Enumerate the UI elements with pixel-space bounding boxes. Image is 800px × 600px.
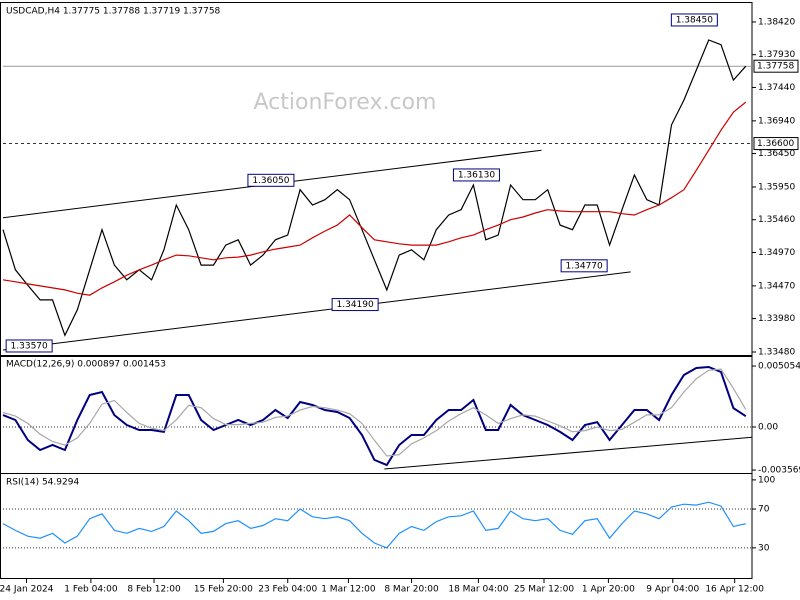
- price-callout: 1.33570: [11, 341, 48, 351]
- series-line: [2, 39, 747, 337]
- price-callout: 1.38450: [676, 15, 713, 25]
- x-tick-label: 9 Apr 04:00: [646, 585, 699, 595]
- price-callout-box: [5, 339, 53, 353]
- price-callout-box: [331, 298, 379, 312]
- series-line: [2, 365, 747, 467]
- y-tick-label: 1.35950: [758, 182, 795, 192]
- y-tick-label: 1.33980: [758, 314, 795, 324]
- y-tick-label: 0.00: [758, 423, 778, 433]
- y-tick-label: 1.34470: [758, 281, 795, 291]
- x-tick-label: 15 Feb 20:00: [194, 585, 253, 595]
- price-callout: 1.34190: [337, 300, 374, 310]
- panel-title: MACD(12,26,9) 0.000897 0.001453: [6, 360, 166, 370]
- series-line: [2, 101, 747, 296]
- x-tick-label: 18 Mar 04:00: [448, 585, 508, 595]
- y-tick-label: 100: [758, 475, 775, 485]
- series-line: [2, 501, 746, 549]
- price-callout: 1.36130: [458, 170, 495, 180]
- y-tick-label: 1.35460: [758, 215, 795, 225]
- price-callout: 1.34770: [566, 261, 603, 271]
- y-tick-label: 1.33480: [758, 347, 795, 357]
- price-callout-box: [452, 168, 500, 182]
- y-tick-label: 0.005054: [758, 362, 800, 372]
- level-label: 1.36600: [757, 139, 794, 149]
- x-tick-label: 24 Jan 2024: [0, 585, 54, 595]
- price-callout: 1.36050: [252, 176, 289, 186]
- y-tick-label: 1.34970: [758, 248, 795, 258]
- price-callout-box: [247, 173, 295, 187]
- x-tick-label: 23 Feb 04:00: [258, 585, 317, 595]
- price-callout-box: [670, 13, 718, 27]
- watermark: ActionForex.com: [254, 90, 437, 115]
- series-line: [2, 368, 747, 457]
- y-tick-label: 1.37440: [758, 83, 795, 93]
- x-tick-label: 1 Apr 20:00: [582, 585, 635, 595]
- x-tick-label: 8 Mar 20:00: [384, 585, 439, 595]
- y-tick-label: 70: [758, 505, 770, 515]
- level-label: 1.37758: [757, 62, 794, 72]
- y-tick-label: 1.36940: [758, 116, 795, 126]
- x-tick-label: 8 Feb 12:00: [127, 585, 181, 595]
- y-tick-label: 1.36450: [758, 149, 795, 159]
- x-tick-label: 16 Apr 12:00: [705, 585, 764, 595]
- y-tick-label: 30: [758, 543, 770, 553]
- trendline: [2, 271, 631, 351]
- panel-title: USDCAD,H4 1.37775 1.37788 1.37719 1.3775…: [6, 7, 221, 17]
- level-label-box: [753, 59, 799, 73]
- panel-title: RSI(14) 54.9294: [6, 478, 79, 488]
- trendline: [384, 436, 753, 470]
- y-tick-label: 1.38420: [758, 17, 795, 27]
- y-tick-label: -0.003569: [758, 466, 800, 476]
- panel-frame: [0, 473, 753, 579]
- level-label-box: [753, 137, 799, 151]
- panel-frame: [0, 2, 753, 357]
- x-tick-label: 1 Mar 12:00: [321, 585, 376, 595]
- x-tick-label: 1 Feb 04:00: [64, 585, 118, 595]
- x-tick-label: 25 Mar 12:00: [514, 585, 574, 595]
- y-tick-label: 1.37930: [758, 50, 795, 60]
- price-callout-box: [560, 259, 608, 273]
